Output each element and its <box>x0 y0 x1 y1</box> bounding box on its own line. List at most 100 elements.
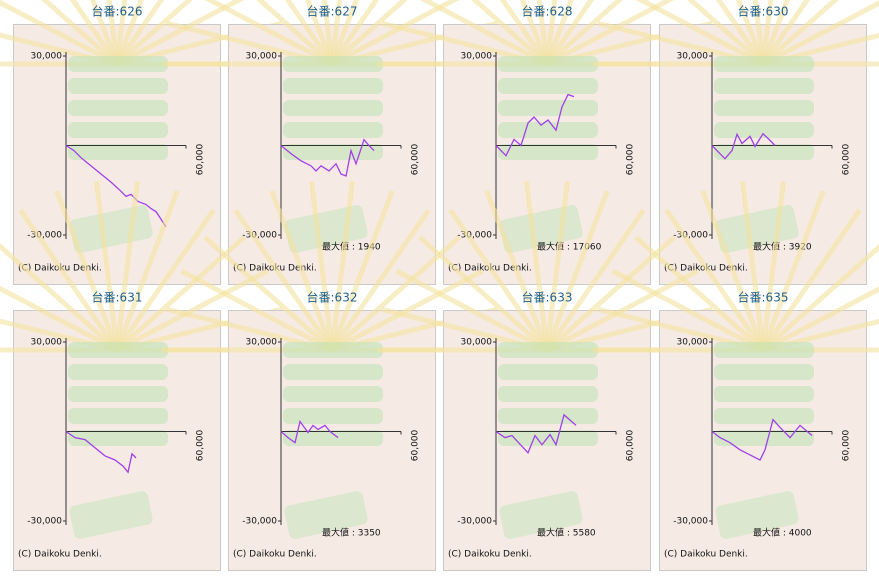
bg-ray <box>544 208 646 352</box>
y-tick-label: 30,000 <box>246 338 278 348</box>
bg-ray <box>115 0 194 66</box>
bg-shape <box>498 78 598 94</box>
bg-shape <box>714 386 814 402</box>
bg-shape <box>283 100 383 116</box>
bg-shape <box>68 100 168 116</box>
bg-ray <box>545 0 624 66</box>
bg-ray <box>700 190 766 351</box>
bg-shape <box>68 144 168 160</box>
bg-shape <box>68 78 168 94</box>
chart-title: 台番:626 <box>92 4 143 19</box>
bg-ray <box>736 0 766 65</box>
bg-ray <box>18 208 120 352</box>
bg-shape <box>283 56 383 72</box>
bg-shape <box>283 364 383 380</box>
bg-shape <box>498 100 598 116</box>
chart-title: 台番:631 <box>92 290 143 305</box>
bg-ray <box>545 268 699 353</box>
bg-shape <box>498 342 598 358</box>
x-tick-label: 60,000 <box>842 143 852 175</box>
bg-ray <box>760 190 826 351</box>
max-annotation: 最大値 : 1940 <box>322 241 381 253</box>
x-tick-label: 60,000 <box>411 143 421 175</box>
bg-shape <box>69 491 153 539</box>
bg-ray <box>114 0 165 66</box>
bg-ray <box>545 235 676 352</box>
bg-ray <box>305 0 335 65</box>
bg-shape <box>68 386 168 402</box>
bg-ray <box>0 285 119 353</box>
y-tick-label: -30,000 <box>673 517 708 527</box>
data-line <box>711 418 813 461</box>
bg-shape <box>714 122 814 138</box>
bg-ray <box>686 0 765 66</box>
bg-ray <box>309 180 335 351</box>
y-tick-label: -30,000 <box>27 231 62 241</box>
bg-ray <box>255 0 334 66</box>
data-line <box>65 144 167 228</box>
copyright: (C) Daikoku Denki. <box>664 550 748 560</box>
bg-ray <box>635 0 765 67</box>
bg-ray <box>545 0 675 67</box>
bg-ray <box>524 180 550 351</box>
bg-ray <box>544 0 558 65</box>
bg-shape <box>283 342 383 358</box>
bg-ray <box>520 0 550 65</box>
bg-shape <box>714 342 814 358</box>
data-line <box>495 413 577 455</box>
bg-ray <box>544 180 570 351</box>
bg-ray <box>634 235 765 352</box>
bg-ray <box>69 0 120 66</box>
bg-ray <box>204 0 334 67</box>
bg-ray <box>329 0 343 65</box>
data-line <box>711 132 776 160</box>
bg-shape <box>283 386 383 402</box>
data-line <box>280 419 339 444</box>
bg-shape <box>68 430 168 446</box>
x-tick-label: 60,000 <box>196 143 206 175</box>
bg-ray <box>760 0 790 65</box>
chart-title: 台番:633 <box>522 290 573 305</box>
bg-ray <box>761 286 879 353</box>
data-line <box>495 93 575 157</box>
bg-ray <box>329 0 380 66</box>
bg-ray <box>94 180 120 351</box>
bg-shape <box>714 100 814 116</box>
bg-ray <box>330 0 460 67</box>
bg-ray <box>448 208 550 352</box>
bg-ray <box>544 190 610 351</box>
x-tick-label: 60,000 <box>626 429 636 461</box>
bg-ray <box>395 268 549 353</box>
chart-title: 台番:632 <box>307 290 358 305</box>
bg-ray <box>329 190 395 351</box>
bg-ray <box>90 0 120 65</box>
bg-ray <box>114 190 180 351</box>
bg-ray <box>419 0 549 67</box>
bg-ray <box>233 208 335 352</box>
bg-ray <box>269 190 335 351</box>
chart-title: 台番:627 <box>307 4 358 19</box>
bg-ray <box>544 0 574 65</box>
bg-shape <box>68 56 168 72</box>
bg-ray <box>330 268 484 353</box>
bg-ray <box>114 180 140 351</box>
bg-ray <box>0 0 119 67</box>
y-tick-label: -30,000 <box>457 517 492 527</box>
bg-ray <box>740 180 766 351</box>
bg-ray <box>330 0 409 66</box>
bg-ray <box>484 190 550 351</box>
bg-shape <box>498 408 598 424</box>
bg-shape <box>498 122 598 138</box>
data-line <box>65 430 137 474</box>
y-tick-label: 30,000 <box>461 338 493 348</box>
bg-ray <box>761 0 840 66</box>
bg-shape <box>498 56 598 72</box>
x-tick-label: 60,000 <box>626 143 636 175</box>
bg-shape <box>283 78 383 94</box>
max-annotation: 最大値 : 4000 <box>753 527 812 539</box>
bg-shape <box>714 408 814 424</box>
bg-ray <box>761 243 879 352</box>
y-tick-label: 30,000 <box>31 52 63 62</box>
